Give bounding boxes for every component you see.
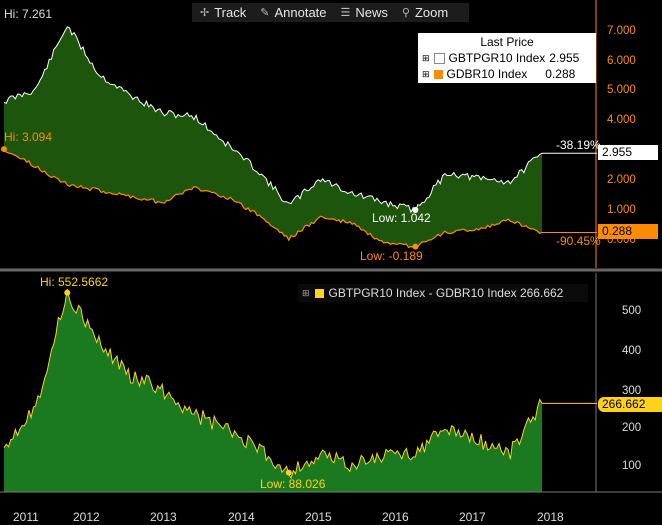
y-tick: 5.000 [607, 84, 636, 96]
price-tag-spread: 266.662 [598, 397, 662, 412]
annotate-button[interactable]: ✎ Annotate [260, 5, 326, 20]
lower-legend[interactable]: ⊞ GBTPGR10 Index - GDBR10 Index 266.662 [298, 284, 588, 302]
btp-swatch [433, 52, 445, 64]
x-tick: 2017 [459, 510, 486, 524]
magnifier-icon: ⚲ [401, 7, 410, 19]
track-label: Track [214, 5, 247, 20]
legend-row-bund[interactable]: ⊞ GDBR10 Index 0.288 [422, 67, 575, 81]
yield-gap-fill [4, 26, 542, 248]
chart-toolbar: ✢ Track ✎ Annotate ☰ News ⚲ Zoom [192, 3, 469, 22]
x-tick: 2011 [13, 510, 39, 524]
price-tag-btp: 2.955 [598, 145, 658, 160]
upper-legend [418, 33, 596, 83]
low-bund-label: Low: -0.189 [360, 249, 423, 263]
y-tick: 0.000 [607, 234, 636, 246]
low-marker-bund [412, 243, 419, 250]
x-tick: 2016 [382, 510, 409, 524]
x-tick: 2013 [150, 510, 177, 524]
hi-marker-spread [64, 289, 71, 296]
legend-btp-value: 2.955 [549, 51, 580, 65]
pencil-icon: ✎ [260, 7, 270, 19]
checkbox-icon: ⊞ [422, 52, 430, 63]
checkbox-icon: ⊞ [302, 287, 310, 298]
lower-low-label: Low: 88.026 [260, 477, 326, 491]
legend-btp-name: GBTPGR10 Index [448, 51, 546, 65]
y-tick: 4.000 [607, 114, 636, 126]
x-tick: 2014 [228, 510, 255, 524]
bund-swatch [433, 69, 443, 79]
series-line-bund [3, 147, 543, 249]
y-tick: 100 [622, 460, 642, 472]
series-line-spread [3, 289, 543, 480]
y-tick: 2.000 [607, 174, 636, 186]
upper-hi-label: Hi: 7.261 [4, 7, 53, 21]
zoom-label: Zoom [414, 5, 449, 20]
zoom-button[interactable]: ⚲ Zoom [402, 5, 448, 20]
low-marker-spread [285, 469, 292, 476]
x-tick: 2018 [537, 510, 564, 524]
y-tick: 7.000 [607, 25, 636, 37]
annotate-label: Annotate [274, 5, 327, 20]
news-button[interactable]: ☰ News [341, 5, 388, 20]
low-btp-label: Low: 1.042 [372, 211, 431, 225]
upper-hi2-label: Hi: 3.094 [4, 130, 53, 144]
hi-marker-bund [1, 146, 7, 153]
y-tick: 300 [622, 385, 642, 397]
crosshair-icon: ✢ [200, 7, 210, 19]
change-top-label: -38.19% [556, 138, 601, 152]
low-marker-btp [412, 207, 419, 214]
spread-area-fill [4, 289, 542, 492]
x-tick: 2012 [73, 510, 100, 524]
change-bottom-label: -90.45% [556, 234, 601, 248]
y-tick: 500 [622, 305, 642, 317]
legend-row-btp[interactable]: ⊞ GBTPGR10 Index 2.955 [422, 51, 579, 65]
series-line-btp [3, 26, 543, 214]
y-tick: 400 [622, 345, 642, 357]
news-label: News [355, 5, 388, 20]
lower-hi-label: Hi: 552.5662 [40, 275, 109, 289]
price-tag-bund: 0.288 [598, 224, 658, 239]
track-button[interactable]: ✢ Track [200, 5, 246, 20]
legend-bund-value: 0.288 [545, 67, 576, 81]
lower-legend-text: GBTPGR10 Index - GDBR10 Index 266.662 [328, 286, 564, 300]
y-tick: 200 [622, 422, 642, 434]
spread-swatch [314, 288, 324, 298]
x-tick: 2015 [305, 510, 332, 524]
news-icon: ☰ [340, 7, 351, 19]
legend-title: Last Price [480, 35, 534, 49]
y-tick: 6.000 [607, 55, 636, 67]
legend-bund-name: GDBR10 Index [446, 67, 528, 81]
y-tick: 1.000 [607, 204, 636, 216]
checkbox-icon: ⊞ [422, 68, 430, 79]
